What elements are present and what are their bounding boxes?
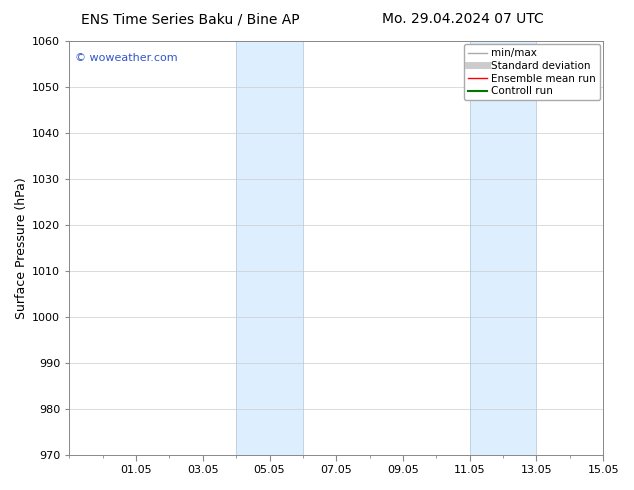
Text: © woweather.com: © woweather.com bbox=[75, 53, 178, 64]
Bar bbox=[470, 41, 536, 455]
Legend: min/max, Standard deviation, Ensemble mean run, Controll run: min/max, Standard deviation, Ensemble me… bbox=[464, 44, 600, 100]
Bar bbox=[236, 41, 303, 455]
Text: Mo. 29.04.2024 07 UTC: Mo. 29.04.2024 07 UTC bbox=[382, 12, 544, 26]
Text: ENS Time Series Baku / Bine AP: ENS Time Series Baku / Bine AP bbox=[81, 12, 299, 26]
Y-axis label: Surface Pressure (hPa): Surface Pressure (hPa) bbox=[15, 177, 28, 318]
